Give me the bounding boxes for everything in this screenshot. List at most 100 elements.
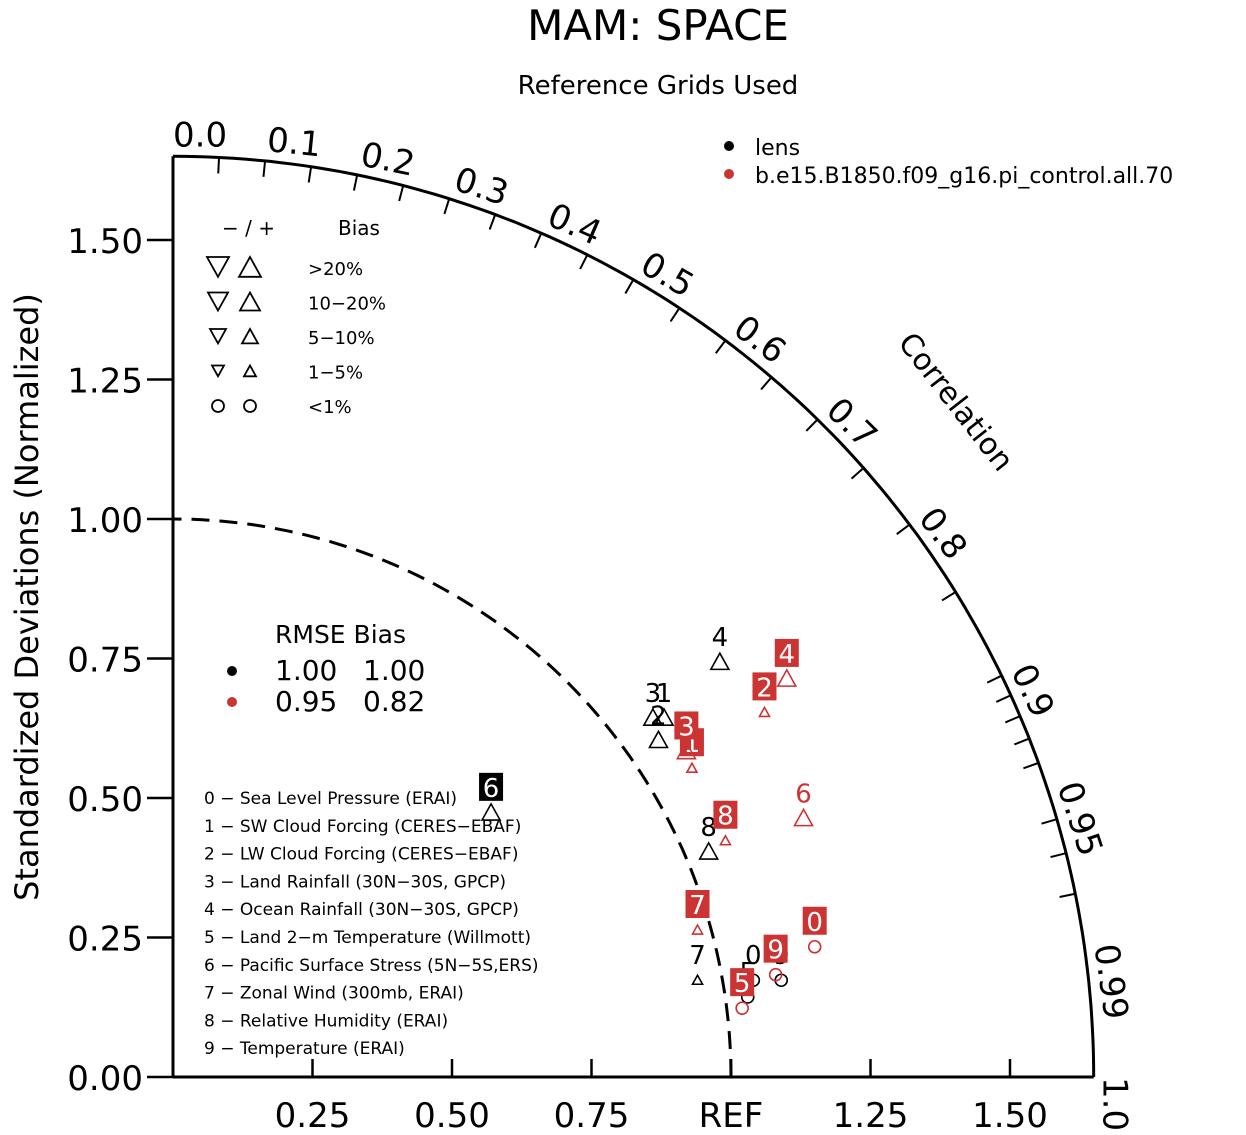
bias-marker-triangle (691, 973, 704, 986)
bias-legend-row-label: 1−5% (308, 363, 363, 384)
correlation-label-tick: 0.4 (542, 196, 608, 254)
x-tick-label: 0.50 (414, 1096, 490, 1135)
y-tick-label: 0.00 (67, 1059, 143, 1099)
point-label-box (752, 672, 777, 701)
correlation-tick (760, 376, 773, 391)
variable-list-item: 0 − Sea Level Pressure (ERAI) (204, 789, 457, 809)
variable-list-item: 9 − Temperature (ERAI) (204, 1039, 405, 1059)
bias-marker-triangle (648, 729, 669, 749)
point-label-box (774, 638, 799, 667)
correlation-tick (307, 166, 313, 183)
rmse-legend-dot (227, 666, 237, 676)
y-axis-label: Standardized Deviations (Normalized) (8, 293, 46, 901)
triangle-up-icon (242, 363, 258, 378)
point-label: 6 (483, 774, 500, 804)
rmse-value: 1.00 (275, 654, 337, 687)
triangle-up-icon (237, 255, 263, 278)
bias-marker-circle (768, 967, 783, 982)
correlation-tick (624, 279, 635, 295)
chart-subtitle: Reference Grids Used (518, 71, 799, 101)
correlation-label-tick: 0.99 (1085, 941, 1135, 1022)
correlation-tick (995, 694, 1012, 703)
x-tick-label: 0.25 (275, 1096, 351, 1135)
triangle-down-icon (210, 364, 226, 379)
correlation-tick (217, 157, 221, 174)
bias-legend-row-label: 5−10% (308, 328, 375, 349)
variable-list-item: 6 − Pacific Surface Stress (5N−5S,ERS) (204, 956, 539, 976)
point-label: 6 (795, 779, 812, 809)
correlation-tick (352, 174, 359, 191)
correlation-tick (1041, 818, 1058, 825)
correlation-label-tick: 0.1 (265, 120, 323, 165)
point-label-box (685, 890, 710, 919)
case-legend-label: b.e15.B1850.f09_g16.pi_control.all.70 (755, 164, 1173, 189)
correlation-tick (1050, 852, 1067, 859)
correlation-tick (1014, 737, 1030, 746)
point-label-box (763, 934, 788, 963)
bias-legend-row-label: >20% (308, 259, 363, 280)
axes-group: 0.25 0.50 0.75 REF 1.25 1.500.000.250.500.751… (67, 115, 1135, 1135)
correlation-label-tick: 0.9 (1002, 658, 1062, 724)
point-label: 2 (650, 701, 667, 731)
reference-arc (172, 517, 733, 1078)
correlation-tick (443, 198, 451, 215)
bias-marker-triangle (691, 923, 704, 935)
point-label: 9 (767, 936, 784, 966)
correlation-tick (579, 254, 589, 270)
chart-title: MAM: SPACE (527, 1, 789, 50)
x-tick-label: 0.75 (554, 1096, 630, 1135)
bias-legend-title: Bias (338, 216, 380, 240)
bias-marker-triangle (685, 761, 699, 773)
bias-value: 1.00 (363, 654, 425, 687)
bias-legend: − / + Bias >20% 10−20% 5−10% 1−5% <1% (205, 216, 386, 418)
bias-marker-triangle (653, 707, 675, 726)
correlation-tick (896, 523, 911, 535)
x-tick-label: 1.25 (833, 1096, 909, 1135)
point-label: 3 (678, 712, 695, 742)
y-tick-label: 0.50 (67, 780, 143, 820)
point-label: 4 (779, 640, 796, 670)
point-label: 0 (745, 941, 762, 971)
data-points: 01234567890123456789 (479, 623, 827, 1015)
point-label: 7 (689, 891, 706, 921)
y-tick-label: 1.50 (67, 222, 143, 262)
variable-list-item: 7 − Zonal Wind (300mb, ERAI) (204, 984, 464, 1004)
circle-icon (211, 399, 225, 413)
case-legend-dot (724, 141, 734, 151)
point-label: 8 (717, 802, 734, 832)
point-label: 2 (756, 673, 773, 703)
correlation-tick (715, 339, 727, 354)
point-label: 7 (689, 941, 706, 971)
point-label: 8 (700, 813, 717, 843)
bias-marker-triangle (719, 834, 732, 846)
correlation-label-tick: 0.7 (818, 390, 885, 456)
correlation-tick (669, 307, 681, 322)
triangle-down-icon (206, 291, 230, 313)
variable-list: 0 − Sea Level Pressure (ERAI) 1 − SW Clou… (204, 789, 539, 1059)
triangle-down-icon (208, 328, 228, 346)
correlation-tick (986, 674, 1003, 684)
point-label: 4 (712, 623, 729, 653)
bias-value: 0.82 (363, 685, 425, 718)
correlation-label-tick: 0.5 (634, 244, 701, 306)
correlation-label-tick: 0.6 (726, 308, 793, 372)
variable-list-item: 1 − SW Cloud Forcing (CERES−EBAF) (204, 817, 521, 837)
bias-marker-triangle (676, 740, 697, 760)
point-label: 0 (806, 908, 823, 938)
triangle-up-icon (238, 290, 262, 312)
point-label-box (713, 800, 738, 829)
correlation-tick (398, 185, 405, 202)
circle-icon (243, 399, 257, 413)
triangle-down-icon (205, 256, 231, 279)
bias-marker-triangle (793, 807, 814, 827)
correlation-label-tick: 0.8 (910, 500, 974, 567)
case-legend: lens b.e15.B1850.f09_g16.pi_control.all.7… (724, 136, 1173, 189)
correlation-label-tick: 1.0 (1095, 1077, 1135, 1131)
bias-marker-triangle (480, 802, 502, 821)
bias-marker-triangle (758, 705, 771, 718)
point-label-box (802, 906, 827, 935)
variable-list-item: 4 − Ocean Rainfall (30N−30S, GPCP) (204, 900, 519, 920)
correlation-tick (1023, 761, 1039, 770)
